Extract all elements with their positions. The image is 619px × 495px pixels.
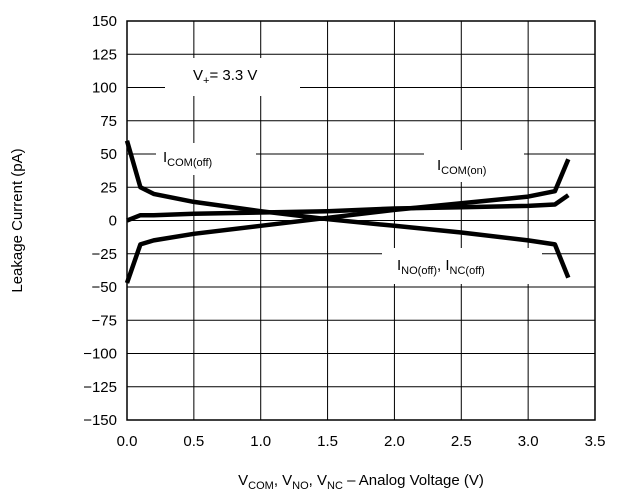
label-box-com-off: [156, 143, 256, 175]
annotation-icom-on: ICOM(on)​: [437, 157, 486, 177]
y-axis-title: Leakage Current (pA): [9, 148, 26, 292]
y-tick-label: −50: [92, 279, 117, 296]
series-line-3: [124, 158, 571, 284]
annotation-ino-inc-off: INO(off)​, INC(off)​: [397, 257, 485, 277]
y-tick-label: −25: [92, 246, 117, 263]
y-tick-label: −100: [83, 346, 117, 363]
annotation-supply-voltage: V+​= 3.3 V: [193, 67, 257, 87]
axis-titles: VCOM​, VNO​, VNC​ – Analog Voltage (V) Le…: [9, 148, 484, 492]
tick-labels: 0.0 0.5 1.0 1.5 2.0 2.5 3.0 3.5 150 125 100 75 50 25 0…: [83, 13, 605, 450]
annotation-icom-off: ICOM(off)​: [163, 149, 212, 169]
x-axis-title: VCOM​, VNO​, VNC​ – Analog Voltage (V): [238, 472, 484, 492]
x-tick-label: 3.0: [518, 433, 539, 450]
x-tick-label: 1.0: [250, 433, 271, 450]
y-tick-label: 50: [100, 146, 117, 163]
y-tick-label: 125: [92, 46, 117, 63]
y-tick-label: 75: [100, 113, 117, 130]
x-tick-label: 2.0: [384, 433, 405, 450]
x-tick-label: 0.5: [183, 433, 204, 450]
annotations: V+​= 3.3 V ICOM(off)​ ICOM(on)​ INO(off)​, …: [156, 58, 542, 284]
x-tick-label: 2.5: [451, 433, 472, 450]
y-tick-label: −75: [92, 312, 117, 329]
y-tick-label: 100: [92, 80, 117, 97]
label-box-no-nc-off: [382, 248, 542, 284]
y-tick-label: 25: [100, 179, 117, 196]
y-tick-label: −125: [83, 379, 117, 396]
y-tick-label: 150: [92, 13, 117, 30]
x-tick-label: 3.5: [585, 433, 606, 450]
x-tick-label: 1.5: [317, 433, 338, 450]
x-tick-label: 0.0: [117, 433, 138, 450]
label-box-condition: [165, 58, 300, 96]
series-lines: [124, 140, 571, 284]
series-line-2: [126, 193, 570, 223]
y-tick-label: 0: [109, 213, 117, 230]
label-box-com-on: [424, 150, 524, 182]
y-tick-label: −150: [83, 412, 117, 429]
